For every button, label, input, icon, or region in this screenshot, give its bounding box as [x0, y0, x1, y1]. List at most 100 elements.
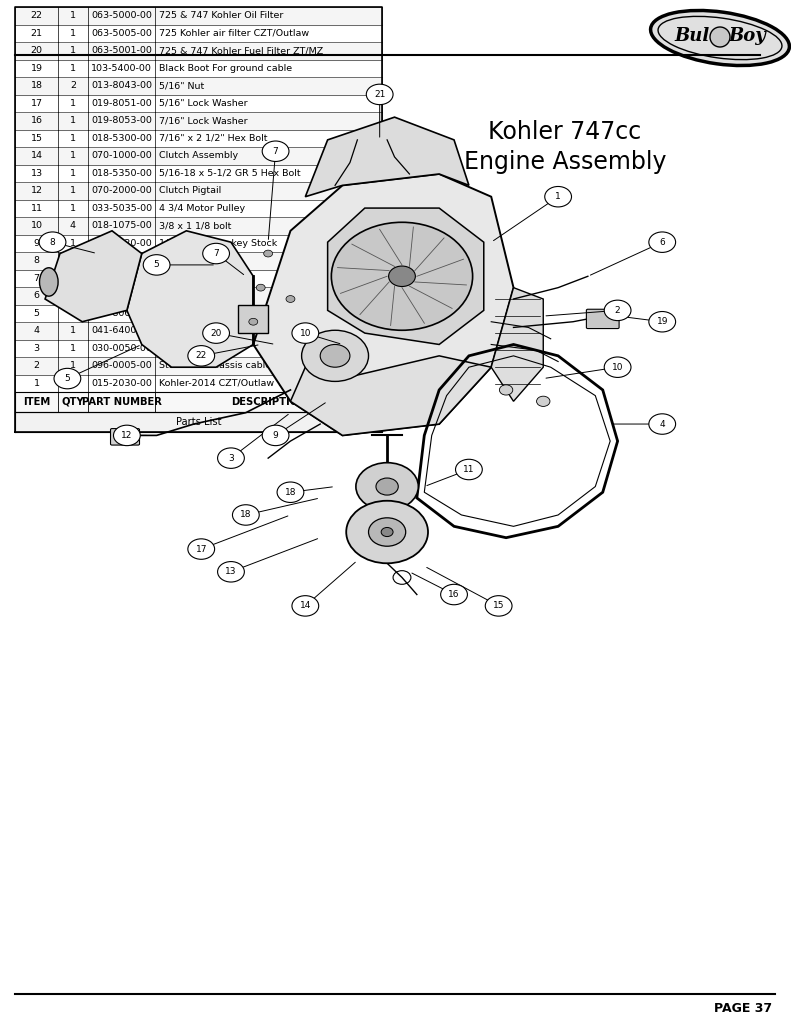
Text: 725 & 747 Kohler Fuel Filter ZT/MZ: 725 & 747 Kohler Fuel Filter ZT/MZ [159, 46, 324, 55]
Text: DESCRIPTION: DESCRIPTION [231, 397, 306, 407]
Text: 20: 20 [31, 46, 43, 55]
Polygon shape [45, 230, 142, 322]
Text: 10: 10 [31, 221, 43, 230]
Circle shape [710, 27, 730, 47]
Text: 11: 11 [464, 465, 475, 474]
Text: 8: 8 [50, 238, 55, 247]
Text: 015-2750-00: 015-2750-00 [91, 256, 152, 265]
Text: 16: 16 [31, 117, 43, 125]
Text: 14: 14 [31, 152, 43, 160]
Text: 1: 1 [70, 46, 76, 55]
Text: 19: 19 [657, 317, 668, 327]
Text: 1: 1 [70, 186, 76, 196]
Text: 18: 18 [31, 81, 43, 90]
Text: 15: 15 [31, 134, 43, 142]
Ellipse shape [650, 10, 789, 66]
Text: 19: 19 [31, 63, 43, 73]
Text: 1: 1 [70, 29, 76, 38]
Text: 2: 2 [615, 306, 620, 314]
Text: 1: 1 [70, 361, 76, 371]
Text: 8: 8 [33, 256, 40, 265]
Text: 018-5350-00: 018-5350-00 [91, 169, 152, 178]
Circle shape [441, 585, 467, 605]
Text: 041-6400-00: 041-6400-00 [91, 327, 152, 335]
Text: 1: 1 [70, 98, 76, 108]
Circle shape [376, 478, 399, 495]
Circle shape [649, 232, 676, 252]
Text: 21: 21 [31, 29, 43, 38]
FancyBboxPatch shape [586, 309, 619, 329]
Circle shape [39, 232, 66, 252]
Text: Kohler 747cc
Engine Assembly: Kohler 747cc Engine Assembly [464, 120, 666, 174]
Circle shape [320, 344, 350, 368]
Circle shape [292, 596, 319, 616]
Circle shape [485, 596, 512, 616]
Circle shape [356, 463, 418, 510]
Text: 1: 1 [70, 327, 76, 335]
Text: 13: 13 [225, 567, 237, 577]
Text: Bul: Bul [675, 27, 710, 45]
Text: 1: 1 [70, 291, 76, 300]
Text: Clutch Pigtail: Clutch Pigtail [159, 186, 221, 196]
Text: Black Boot For ground cable: Black Boot For ground cable [159, 63, 292, 73]
Polygon shape [491, 288, 543, 401]
Text: 18: 18 [285, 487, 296, 497]
Text: 13: 13 [30, 169, 43, 178]
Text: 1: 1 [70, 63, 76, 73]
Text: 030-0050-00: 030-0050-00 [91, 344, 152, 352]
Text: 1: 1 [70, 256, 76, 265]
Text: 5/16-18 x 5-1/2 GR 5 Hex Bolt: 5/16-18 x 5-1/2 GR 5 Hex Bolt [159, 169, 301, 178]
Circle shape [536, 396, 550, 407]
Text: 14: 14 [300, 601, 311, 610]
Circle shape [249, 318, 258, 326]
Circle shape [456, 460, 483, 479]
Polygon shape [327, 208, 484, 344]
FancyBboxPatch shape [238, 305, 268, 333]
Circle shape [381, 527, 393, 537]
Text: 7: 7 [273, 146, 278, 156]
Circle shape [263, 250, 273, 257]
Circle shape [649, 414, 676, 434]
Text: 5/16" Lock Washer: 5/16" Lock Washer [159, 98, 248, 108]
Ellipse shape [40, 267, 58, 296]
Circle shape [256, 285, 265, 291]
Text: 1: 1 [70, 169, 76, 178]
Text: 16: 16 [448, 590, 460, 599]
Text: 1: 1 [70, 344, 76, 352]
Polygon shape [290, 355, 491, 435]
Text: 1: 1 [70, 379, 76, 388]
Text: 1: 1 [70, 239, 76, 248]
Text: 103-5400-00: 103-5400-00 [91, 63, 152, 73]
Text: 12: 12 [121, 431, 133, 440]
Circle shape [277, 482, 304, 503]
Circle shape [218, 561, 244, 582]
Text: 096-0005-00: 096-0005-00 [91, 361, 152, 371]
Text: 10: 10 [612, 362, 623, 372]
Text: 070-2000-00: 070-2000-00 [91, 186, 152, 196]
Text: 7/16" x 2 1/2" Hex Bolt: 7/16" x 2 1/2" Hex Bolt [159, 134, 267, 142]
Text: PAGE 37: PAGE 37 [713, 1001, 772, 1015]
Text: 3/8 x 1 1/8 bolt: 3/8 x 1 1/8 bolt [159, 221, 232, 230]
Text: 5/16 Set Screw: 5/16 Set Screw [159, 344, 230, 352]
Circle shape [369, 518, 406, 546]
Polygon shape [305, 117, 469, 197]
Text: 033-5035-00: 033-5035-00 [91, 204, 152, 213]
Text: 20: 20 [210, 329, 221, 338]
Text: 015-2751-00: 015-2751-00 [91, 273, 152, 283]
Circle shape [218, 447, 244, 468]
Circle shape [202, 244, 229, 264]
Text: 015-5401-00: 015-5401-00 [91, 291, 152, 300]
Text: Boy: Boy [728, 27, 766, 45]
Text: 019-8051-00: 019-8051-00 [91, 98, 152, 108]
Text: 4: 4 [70, 309, 76, 317]
Text: 22: 22 [31, 11, 43, 20]
Text: 9: 9 [273, 431, 278, 440]
Text: 22: 22 [195, 351, 207, 360]
Text: 21: 21 [374, 90, 385, 99]
Text: 12: 12 [31, 186, 43, 196]
Text: 1: 1 [70, 134, 76, 142]
Text: 4: 4 [33, 327, 40, 335]
Text: Oil drain Valve: Oil drain Valve [159, 291, 228, 300]
Text: 1: 1 [33, 379, 40, 388]
Text: 4 3/4 Motor Pulley: 4 3/4 Motor Pulley [159, 204, 245, 213]
